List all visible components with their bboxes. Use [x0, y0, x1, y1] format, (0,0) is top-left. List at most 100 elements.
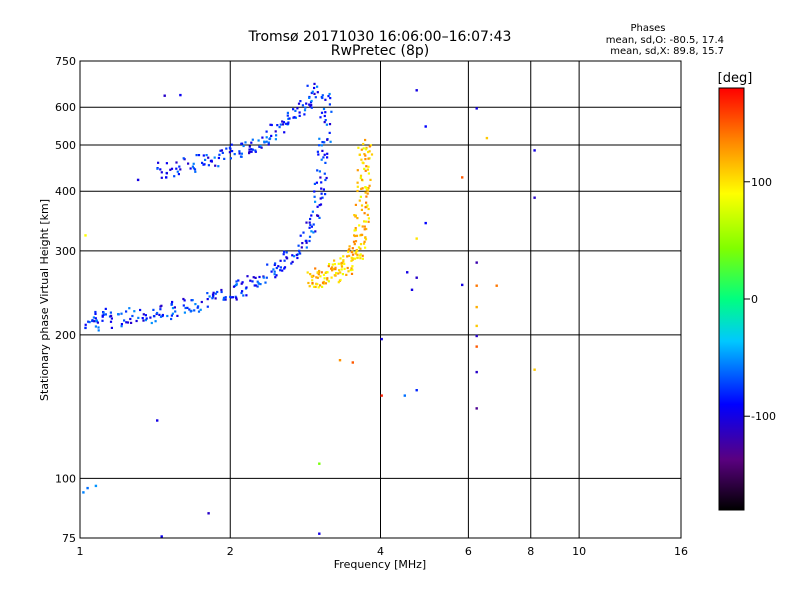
o-trace-point: [320, 158, 323, 161]
o-trace-point: [318, 137, 321, 140]
x-trace-point: [339, 257, 342, 260]
x-trace-point: [363, 228, 366, 231]
o-trace-point: [329, 140, 332, 143]
o-trace-point: [211, 297, 214, 300]
o-trace-point: [154, 320, 157, 323]
x-trace-point: [350, 272, 354, 275]
x-trace-point: [333, 274, 336, 277]
o-trace-point: [259, 145, 262, 148]
y-tick-label: 600: [55, 101, 76, 114]
o-trace-point: [120, 325, 123, 328]
o-trace-point: [256, 285, 259, 288]
x-trace-point: [354, 252, 357, 255]
x-trace-point: [350, 267, 353, 270]
o-trace-point: [182, 157, 185, 160]
x-trace-point: [361, 254, 364, 257]
o-trace-point: [178, 165, 181, 168]
x-trace-point: [326, 278, 329, 281]
x-trace-point: [354, 227, 357, 230]
x-trace-point: [356, 181, 359, 184]
x-trace-point: [353, 257, 357, 260]
x-trace-point: [316, 283, 319, 286]
o-trace-point: [158, 313, 161, 316]
o-trace-point: [319, 203, 323, 206]
o-trace-point: [192, 167, 195, 170]
scatter-point: [403, 394, 406, 397]
o-trace-point: [330, 110, 333, 113]
x-tick-label: 6: [465, 545, 472, 558]
o-trace-point: [165, 172, 168, 175]
x-trace-point: [367, 172, 370, 175]
o-trace-point: [196, 306, 199, 309]
scatter-point: [179, 93, 182, 97]
y-tick-label: 100: [55, 472, 76, 485]
o-trace-point: [267, 141, 270, 144]
o-trace-point: [324, 111, 327, 114]
o-trace-point: [295, 253, 298, 257]
o-trace-point: [156, 311, 159, 315]
o-trace-point: [254, 284, 257, 287]
o-trace-point: [195, 154, 198, 157]
o-trace-point: [286, 111, 289, 114]
x-trace-point: [356, 185, 359, 188]
o-trace-point: [123, 319, 126, 322]
x-trace-point: [368, 184, 371, 187]
o-trace-point: [194, 170, 197, 173]
o-trace-point: [263, 140, 266, 143]
x-trace-point: [345, 273, 348, 276]
data-points: [82, 82, 536, 538]
scatter-point: [84, 326, 87, 330]
o-trace-point: [166, 314, 169, 318]
o-trace-point: [220, 149, 223, 152]
o-trace-point: [254, 276, 257, 279]
x-trace-point: [319, 284, 322, 287]
o-trace-point: [170, 317, 173, 321]
o-trace-point: [171, 307, 175, 310]
o-trace-point: [120, 312, 123, 315]
colorbar-tick-label: 100: [751, 176, 772, 189]
o-trace-point: [320, 181, 323, 184]
x-trace-point: [333, 263, 336, 266]
o-trace-point: [204, 158, 207, 161]
o-trace-point: [299, 100, 302, 103]
o-trace-point: [173, 175, 176, 178]
o-trace-point: [258, 275, 261, 279]
scatter-point: [415, 276, 418, 279]
o-trace-point: [232, 285, 236, 288]
x-trace-point: [363, 225, 366, 228]
o-trace-point: [325, 123, 328, 126]
o-trace-point: [206, 305, 209, 308]
o-trace-point: [88, 321, 91, 324]
scatter-point: [338, 359, 342, 362]
o-trace-point: [133, 310, 136, 313]
o-trace-point: [203, 163, 206, 166]
o-trace-point: [320, 96, 323, 99]
o-trace-point: [238, 150, 241, 153]
x-tick-label: 4: [377, 545, 384, 558]
phase-x-stats: mean, sd,X: 89.8, 15.7: [610, 46, 724, 57]
x-trace-point: [342, 255, 345, 258]
o-trace-point: [299, 252, 302, 255]
o-trace-point: [319, 116, 322, 119]
o-trace-point: [250, 148, 253, 151]
scatter-point: [207, 512, 210, 515]
phases-title: Phases: [630, 23, 665, 34]
x-trace-point: [367, 165, 370, 168]
o-trace-point: [235, 298, 238, 301]
o-trace-point: [328, 92, 331, 96]
scatter-point: [495, 284, 498, 287]
o-trace-point: [95, 319, 98, 322]
o-trace-point: [104, 307, 107, 310]
o-trace-point: [214, 292, 217, 295]
x-trace-point: [360, 158, 363, 161]
scatter-point: [475, 334, 478, 338]
o-trace-point: [296, 256, 299, 260]
o-trace-point: [175, 161, 178, 164]
plot-frame: [79, 60, 682, 539]
o-trace-point: [126, 321, 130, 324]
o-trace-point: [310, 99, 313, 103]
o-trace-point: [297, 244, 300, 247]
o-trace-point: [316, 91, 319, 94]
o-trace-point: [267, 143, 270, 146]
